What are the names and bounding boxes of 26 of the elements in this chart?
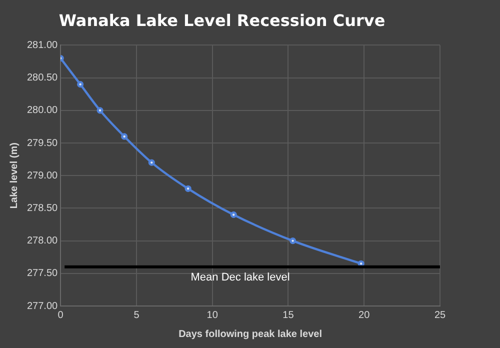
y-tick-label: 279.50: [26, 138, 58, 149]
chart-title: Wanaka Lake Level Recession Curve: [58, 10, 386, 30]
y-tick-label: 280.00: [26, 105, 58, 116]
y-tick-label: 280.50: [26, 72, 58, 84]
ref-line-label: Mean Dec lake level: [190, 271, 290, 284]
y-tick-label: 277.50: [26, 268, 58, 280]
y-tick-label: 281.00: [26, 40, 58, 51]
x-tick-label: 15: [282, 310, 294, 321]
x-tick-label: 20: [358, 310, 370, 321]
y-tick-label: 279.00: [26, 170, 58, 182]
point: [148, 159, 155, 166]
point: [230, 211, 237, 218]
x-tick-label: 0: [58, 310, 64, 321]
x-tick-label: 5: [134, 310, 140, 321]
y-tick-label: 278.00: [26, 236, 58, 247]
y-tick-label: 278.50: [26, 202, 58, 214]
y-tick-label: 277.00: [26, 300, 58, 312]
y-axis-title: Lake level (m): [8, 142, 20, 209]
point: [96, 107, 104, 114]
point: [184, 185, 192, 192]
point: [289, 238, 296, 244]
point: [121, 133, 128, 140]
x-tick-label: 10: [206, 310, 218, 321]
x-axis-title: Days following peak lake level: [178, 328, 322, 340]
point: [77, 81, 84, 88]
x-tick-label: 25: [434, 310, 446, 321]
